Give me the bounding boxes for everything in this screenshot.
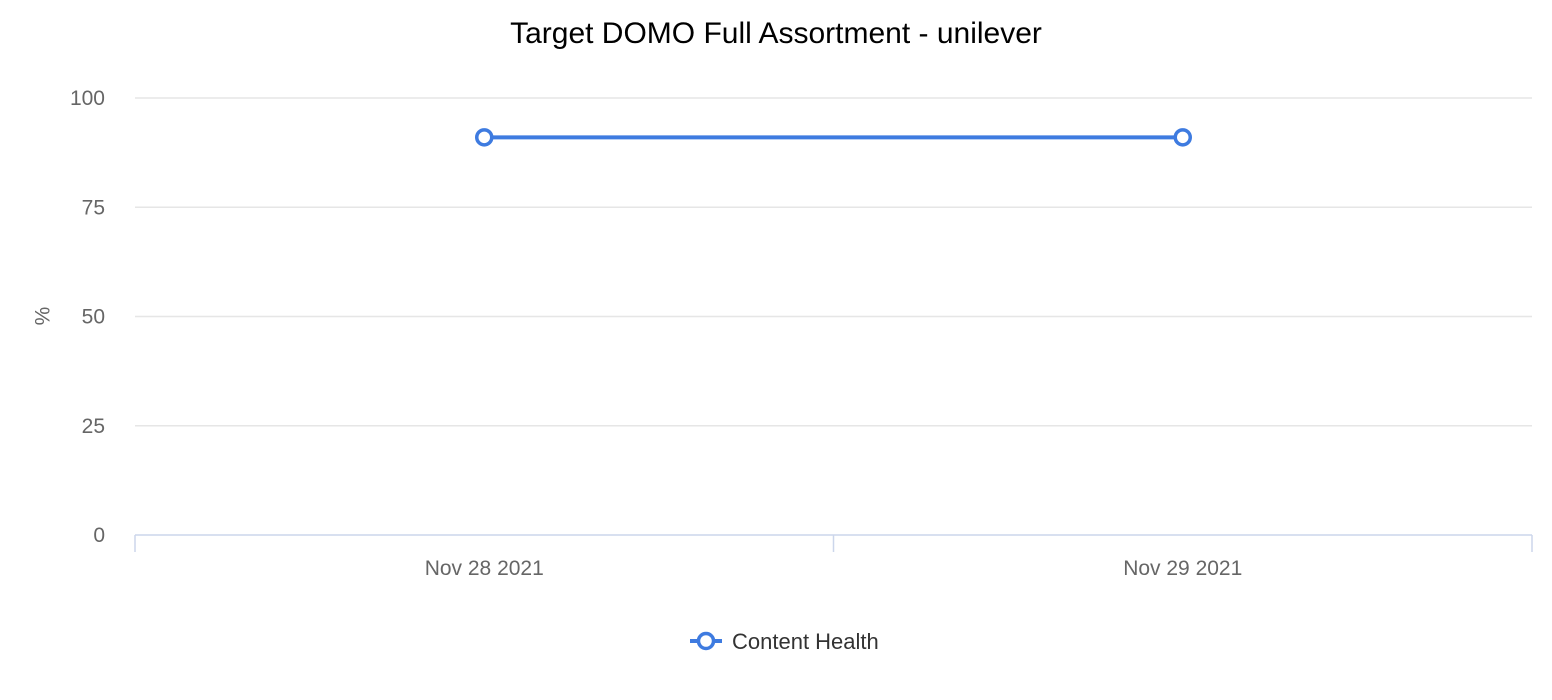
data-point[interactable] (1173, 128, 1192, 147)
legend[interactable]: Content Health (690, 629, 879, 654)
y-tick-label: 100 (70, 87, 105, 110)
y-tick-label: 25 (82, 415, 105, 438)
data-point[interactable] (475, 128, 494, 147)
legend-label[interactable]: Content Health (732, 629, 879, 654)
y-tick-label: 0 (93, 524, 105, 547)
grid-lines (135, 97, 1532, 427)
x-tick-label: Nov 28 2021 (425, 557, 544, 580)
series-layer (475, 128, 1192, 147)
x-axis-ticks: Nov 28 2021 Nov 29 2021 (425, 557, 1243, 580)
legend-marker-swatch (696, 631, 716, 651)
y-axis-title: % (32, 307, 55, 326)
y-tick-label: 75 (82, 196, 105, 219)
y-axis-ticks: 0 25 50 75 100 (70, 87, 105, 547)
y-tick-label: 50 (82, 306, 105, 329)
x-axis (134, 534, 1533, 552)
chart-title: Target DOMO Full Assortment - unilever (510, 17, 1042, 50)
x-tick-label: Nov 29 2021 (1123, 557, 1242, 580)
